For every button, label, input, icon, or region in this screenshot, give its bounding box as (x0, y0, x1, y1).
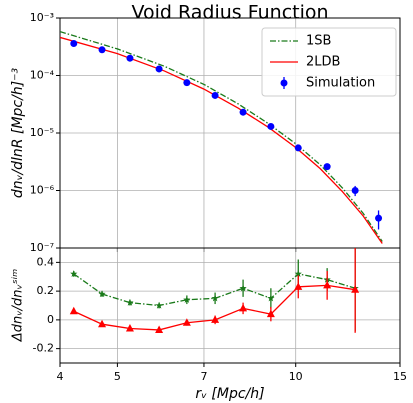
plot-frame (59, 247, 401, 364)
marker (98, 46, 106, 54)
marker (351, 285, 360, 293)
marker (239, 303, 248, 312)
marker (126, 54, 134, 62)
x-tick-label: 15 (393, 370, 407, 383)
marker (323, 163, 331, 171)
y-axis-label: Δdnᵥ/dnᵥˢⁱᵐ (11, 269, 26, 342)
marker (155, 65, 163, 73)
marker (98, 319, 107, 328)
marker (351, 187, 359, 194)
marker (69, 306, 78, 315)
marker (266, 309, 275, 318)
marker (294, 270, 302, 277)
y-tick-label: 0.4 (37, 255, 55, 268)
marker (155, 301, 163, 309)
y-tick-label: 0 (47, 313, 54, 326)
marker (267, 122, 275, 130)
marker (126, 298, 134, 306)
y-tick-label: 10⁻⁷ (30, 241, 54, 254)
marker (323, 280, 332, 289)
y-tick-label: 10⁻⁵ (30, 126, 54, 139)
x-axis-label: rᵥ [Mpc/h] (195, 386, 264, 402)
plot-area (69, 248, 360, 333)
legend-swatch (280, 79, 288, 87)
marker (125, 324, 134, 332)
x-tick-label: 7 (200, 370, 207, 383)
marker (70, 270, 78, 277)
x-tick-label: 4 (57, 370, 64, 383)
y-tick-label: 0.2 (37, 284, 55, 297)
legend-label: 2LDB (306, 55, 340, 70)
marker (183, 295, 191, 303)
series-line (60, 30, 383, 242)
marker (267, 294, 275, 302)
marker (239, 108, 247, 116)
marker (183, 79, 191, 87)
marker (211, 315, 220, 323)
x-tick-label: 5 (114, 370, 121, 383)
marker (294, 144, 302, 152)
marker (375, 214, 383, 222)
legend-label: Simulation (306, 76, 375, 91)
legend-box (261, 27, 397, 97)
marker (182, 318, 191, 326)
y-tick-label: 10⁻⁶ (30, 184, 55, 197)
marker (211, 294, 219, 302)
marker (239, 284, 247, 292)
chart-title: Void Radius Function (131, 2, 328, 24)
marker (211, 91, 219, 99)
y-axis-label: dnᵥ/dlnR [Mpc/h]⁻³ (10, 67, 26, 198)
y-tick-label: -0.2 (33, 342, 54, 355)
y-tick-label: 10⁻³ (30, 11, 54, 24)
y-tick-label: 10⁻⁴ (30, 69, 55, 82)
plot-area (60, 30, 383, 244)
legend-label: 1SB (306, 34, 331, 49)
x-tick-label: 10 (289, 370, 303, 383)
marker (294, 282, 303, 290)
marker (155, 325, 164, 333)
marker (70, 40, 78, 48)
marker (98, 290, 106, 298)
